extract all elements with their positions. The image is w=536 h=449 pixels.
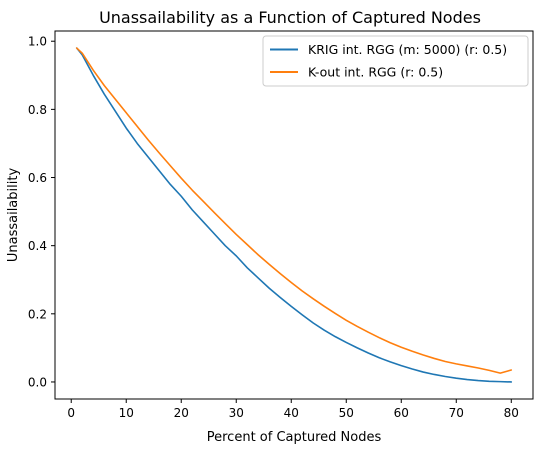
- x-tick-label: 30: [229, 406, 244, 420]
- x-tick-label: 20: [174, 406, 189, 420]
- chart-title: Unassailability as a Function of Capture…: [99, 8, 481, 27]
- y-axis-ticks: 0.0 0.2 0.4 0.6 0.8 1.0: [28, 35, 55, 389]
- x-tick-label: 0: [67, 406, 75, 420]
- series-lines: [75, 47, 513, 383]
- y-tick-label: 1.0: [28, 35, 47, 49]
- y-tick-label: 0.2: [28, 307, 47, 321]
- legend-label-krig: KRIG int. RGG (m: 5000) (r: 0.5): [308, 42, 507, 57]
- y-tick-label: 0.4: [28, 239, 47, 253]
- legend-label-kout: K-out int. RGG (r: 0.5): [308, 65, 443, 80]
- x-tick-label: 70: [449, 406, 464, 420]
- series-line-krig: [75, 47, 513, 383]
- x-axis-ticks: 0 10 20 30 40 50 60 70 80: [67, 399, 519, 420]
- y-tick-label: 0.8: [28, 103, 47, 117]
- x-axis-label: Percent of Captured Nodes: [207, 430, 382, 445]
- y-tick-label: 0.6: [28, 171, 47, 185]
- series-line-kout: [75, 47, 513, 374]
- x-tick-label: 50: [339, 406, 354, 420]
- y-tick-label: 0.0: [28, 375, 47, 389]
- legend-box: [262, 35, 529, 87]
- x-tick-label: 40: [284, 406, 299, 420]
- legend: KRIG int. RGG (m: 5000) (r: 0.5) K-out i…: [262, 35, 529, 87]
- x-tick-label: 60: [394, 406, 409, 420]
- x-tick-label: 10: [119, 406, 134, 420]
- x-tick-label: 80: [504, 406, 519, 420]
- plot-frame: [54, 30, 534, 400]
- y-axis-label: Unassailability: [6, 168, 21, 263]
